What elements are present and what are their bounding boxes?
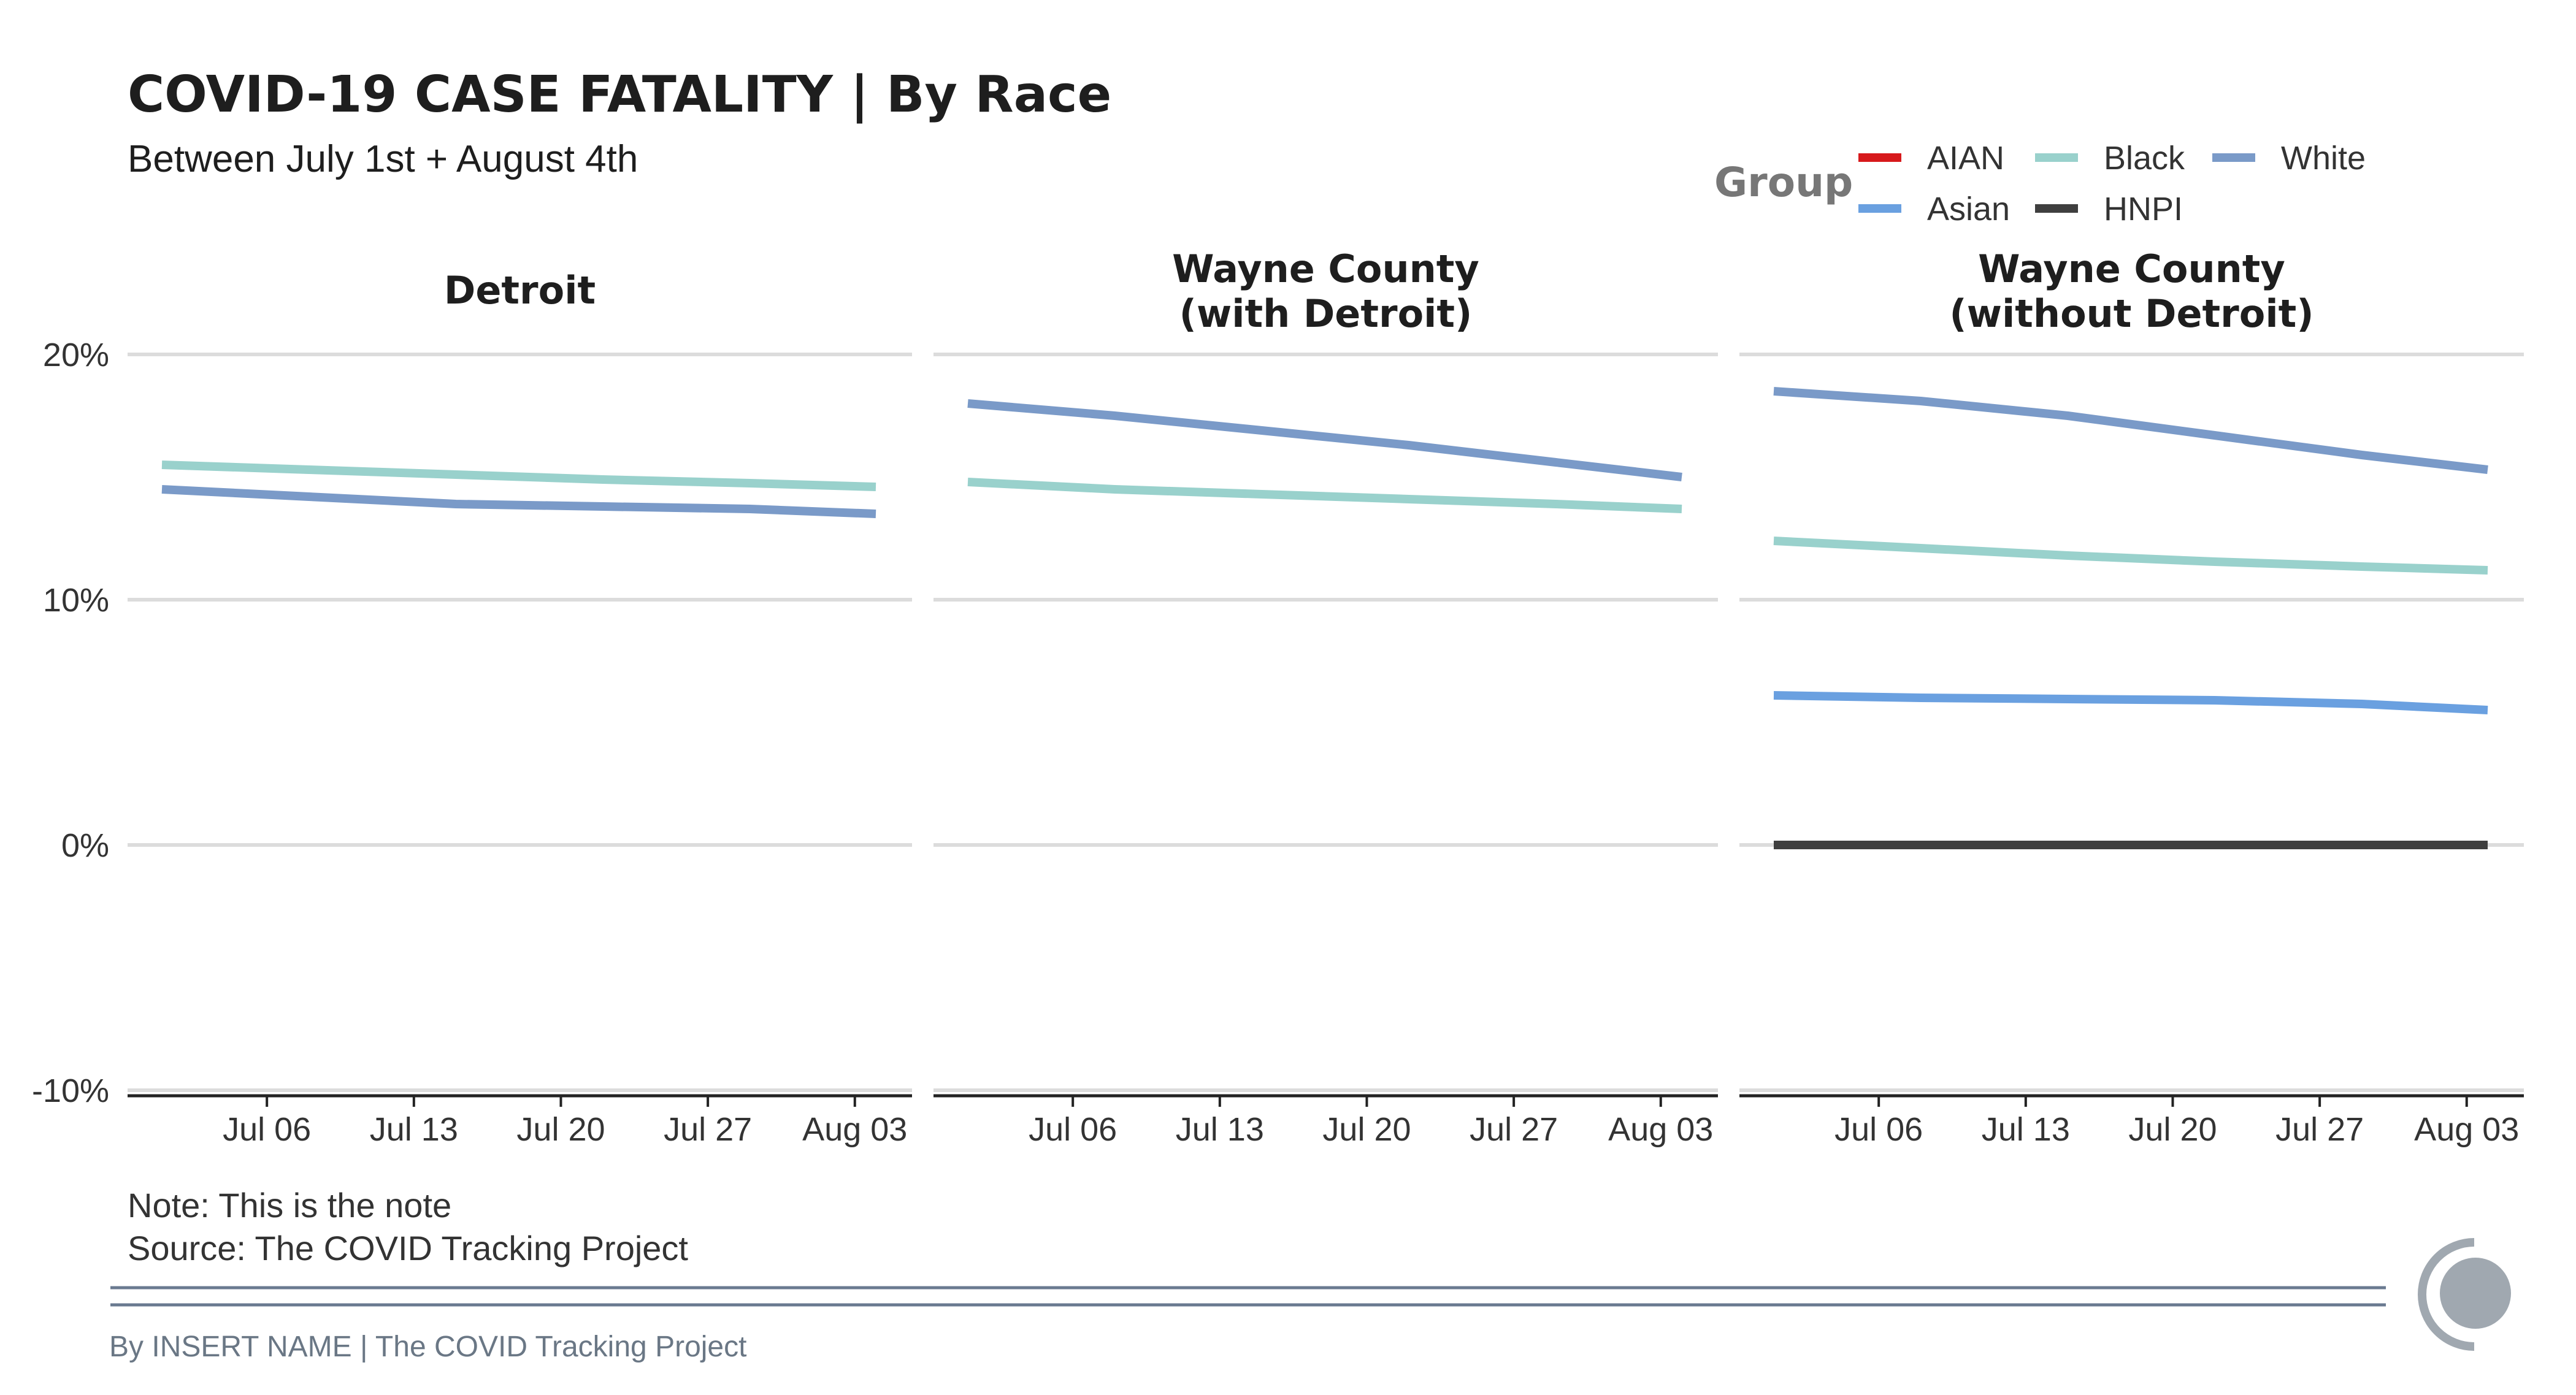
x-tick-label: Jul 20: [516, 1111, 605, 1148]
ctp-logo-icon: [2418, 1238, 2511, 1351]
x-tick-label: Jul 13: [1176, 1111, 1264, 1148]
x-tick-label: Aug 03: [2414, 1111, 2519, 1148]
chart-note: Note: This is the note: [128, 1186, 451, 1225]
footer-credit: By INSERT NAME | The COVID Tracking Proj…: [109, 1331, 746, 1363]
panel-detroit: Detroit Jul 06 Jul 13 Jul 20 Jul 27 Aug 03: [128, 268, 912, 1148]
series-line-white: [967, 399, 1682, 481]
chart-title: COVID-19 CASE FATALITY | By Race: [128, 66, 1111, 124]
panel-title-line-1: Wayne County: [1172, 247, 1479, 291]
x-tick-label: Aug 03: [1608, 1111, 1713, 1148]
legend-title: Group: [1714, 159, 1853, 206]
panel-wayne-county-without-detroit: Wayne County(without Detroit) Jul 06 Jul 1…: [1739, 247, 2524, 1148]
x-tick-label: Jul 27: [2275, 1111, 2364, 1148]
x-tick-label: Jul 27: [1470, 1111, 1558, 1148]
panel-title-line-1: Wayne County: [1978, 247, 2285, 291]
legend-label-hnpi: HNPI: [2104, 191, 2183, 227]
y-tick-label: -10%: [32, 1072, 109, 1109]
series-line-asian: [1773, 691, 2488, 714]
y-tick-label: 20%: [43, 337, 109, 373]
x-tick-label: Jul 06: [223, 1111, 311, 1148]
series-line-white: [1773, 387, 2488, 474]
x-tick-label: Jul 13: [370, 1111, 458, 1148]
legend: Group AIAN Black White Asian HNPI: [1714, 140, 2366, 227]
chart-subtitle: Between July 1st + August 4th: [128, 138, 638, 180]
panel-title-line-2: (without Detroit): [1949, 291, 2313, 336]
legend-label-black: Black: [2104, 140, 2185, 177]
x-tick-label: Jul 13: [1982, 1111, 2070, 1148]
x-tick-label: Jul 20: [2128, 1111, 2217, 1148]
chart-source: Source: The COVID Tracking Project: [128, 1229, 688, 1267]
panel-title-line-1: Detroit: [444, 268, 596, 313]
series-line-black: [1773, 537, 2488, 575]
y-tick-label: 10%: [43, 582, 109, 619]
y-tick-label: 0%: [61, 827, 109, 864]
legend-label-white: White: [2281, 140, 2366, 177]
series-line-black: [161, 461, 876, 491]
x-tick-label: Jul 20: [1322, 1111, 1411, 1148]
x-tick-label: Jul 27: [664, 1111, 752, 1148]
legend-label-aian: AIAN: [1927, 140, 2004, 177]
x-tick-label: Jul 06: [1029, 1111, 1117, 1148]
panel-wayne-county-with-detroit: Wayne County(with Detroit) Jul 06 Jul 13 Ju…: [933, 247, 1718, 1148]
x-tick-label: Jul 06: [1834, 1111, 1923, 1148]
panel-title-line-2: (with Detroit): [1179, 291, 1473, 336]
legend-label-asian: Asian: [1927, 191, 2010, 227]
y-axis: 20% 10% 0% -10%: [32, 337, 109, 1109]
series-line-white: [161, 485, 876, 518]
series-line-black: [967, 478, 1682, 513]
x-tick-label: Aug 03: [802, 1111, 907, 1148]
